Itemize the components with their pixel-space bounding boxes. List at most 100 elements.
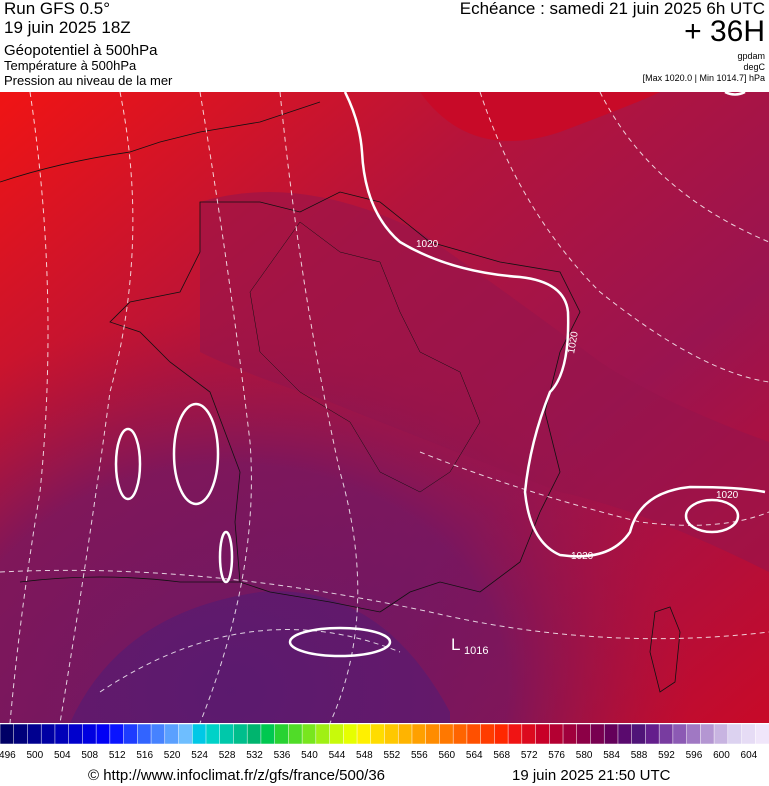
scale-label: 560: [438, 750, 455, 761]
scale-label: 592: [658, 750, 675, 761]
isobars: [114, 92, 766, 658]
scale-label: 536: [274, 750, 291, 761]
color-swatch: [82, 724, 97, 745]
color-swatch: [576, 724, 592, 745]
color-scale: 496 500 504 508 512 516 520 524 528 532 536 540 544 5…: [0, 724, 769, 761]
lead-time: + 36H: [684, 15, 765, 48]
field: Pression au niveau de la mer: [4, 73, 173, 88]
color-swatch: [205, 724, 221, 745]
scale-label: 520: [164, 750, 181, 761]
color-swatch: [603, 724, 619, 745]
color-swatch: [27, 724, 42, 745]
scale-label: 500: [26, 750, 43, 761]
coastlines: [0, 101, 681, 693]
color-swatch: [246, 724, 262, 745]
scale-label: 556: [411, 750, 428, 761]
color-swatch: [13, 724, 29, 745]
field: Température à 500hPa: [4, 58, 137, 73]
color-swatch: [494, 724, 509, 745]
unit: [Max 1020.0 | Min 1014.7] hPa: [642, 73, 765, 83]
scale-label: 496: [0, 750, 16, 761]
temperature-isolines: [0, 92, 769, 723]
color-swatch: [686, 724, 702, 745]
color-swatch: [0, 724, 15, 745]
color-swatch: [521, 724, 537, 745]
valid-time: Echéance : samedi 21 juin 2025 6h UTC: [459, 0, 765, 18]
scale-label: 504: [54, 750, 71, 761]
color-swatch: [631, 724, 647, 745]
color-swatch: [192, 724, 207, 745]
color-swatch: [713, 724, 729, 745]
isobar-label: 1020: [716, 490, 739, 501]
color-swatch: [507, 724, 523, 745]
color-swatch: [452, 724, 468, 745]
field-shade: [0, 92, 769, 723]
scale-label: 540: [301, 750, 318, 761]
color-swatch: [260, 724, 276, 745]
color-swatch: [617, 724, 633, 745]
field: Géopotentiel à 500hPa: [4, 42, 158, 59]
color-swatch: [535, 724, 551, 745]
color-swatch: [411, 724, 427, 745]
low-marker: L: [451, 635, 460, 654]
scale-label: 572: [521, 750, 538, 761]
color-swatch: [233, 724, 248, 745]
scale-label: 552: [384, 750, 401, 761]
scale-label: 588: [631, 750, 648, 761]
color-swatch: [658, 724, 674, 745]
scale-label: 528: [219, 750, 236, 761]
unit: gpdam: [737, 51, 765, 61]
color-swatch: [137, 724, 152, 745]
color-swatch: [439, 724, 454, 745]
color-swatch: [466, 724, 482, 745]
color-swatch: [301, 724, 317, 745]
unit: degC: [743, 62, 765, 72]
color-swatch: [755, 724, 769, 745]
color-swatch: [109, 724, 125, 745]
scale-label: 576: [548, 750, 565, 761]
color-swatch: [329, 724, 345, 745]
color-swatch: [54, 724, 70, 745]
color-swatch: [356, 724, 372, 745]
color-swatch: [549, 724, 564, 745]
color-swatch: [425, 724, 441, 745]
color-swatch: [219, 724, 235, 745]
color-swatch: [672, 724, 688, 745]
color-swatch: [727, 724, 743, 745]
color-swatch: [178, 724, 193, 745]
generated-time: 19 juin 2025 21:50 UTC: [512, 767, 671, 784]
scale-label: 544: [329, 750, 346, 761]
scale-label: 512: [109, 750, 126, 761]
color-swatch: [95, 724, 111, 745]
scale-label: 564: [466, 750, 483, 761]
run: Run GFS 0.5°: [4, 0, 111, 18]
isobar-label: 1020: [571, 551, 594, 562]
run-date: 19 juin 2025 18Z: [4, 18, 131, 37]
color-swatch: [370, 724, 386, 745]
isobar-label: 1020: [416, 239, 439, 250]
color-swatch: [700, 724, 715, 745]
color-swatch: [288, 724, 303, 745]
color-swatch: [343, 724, 358, 745]
scale-label: 548: [356, 750, 373, 761]
color-swatch: [562, 724, 578, 745]
scale-label: 580: [576, 750, 593, 761]
low-pressure: 1016: [464, 645, 488, 657]
color-swatch: [645, 724, 660, 745]
scale-label: 584: [603, 750, 620, 761]
scale-label: 532: [246, 750, 263, 761]
color-swatch: [480, 724, 496, 745]
map: 1020 1020 1020 1020 L 1016: [0, 92, 769, 723]
color-swatch: [150, 724, 166, 745]
color-swatch: [164, 724, 180, 745]
scale-label: 600: [713, 750, 730, 761]
scale-label: 568: [493, 750, 510, 761]
source-url: © http://www.infoclimat.fr/z/gfs/france/…: [88, 767, 386, 784]
color-swatch: [274, 724, 290, 745]
scale-label: 604: [741, 750, 758, 761]
color-swatch: [315, 724, 331, 745]
isobar-label: 1020: [566, 330, 581, 354]
color-swatch: [123, 724, 139, 745]
color-swatch: [741, 724, 757, 745]
